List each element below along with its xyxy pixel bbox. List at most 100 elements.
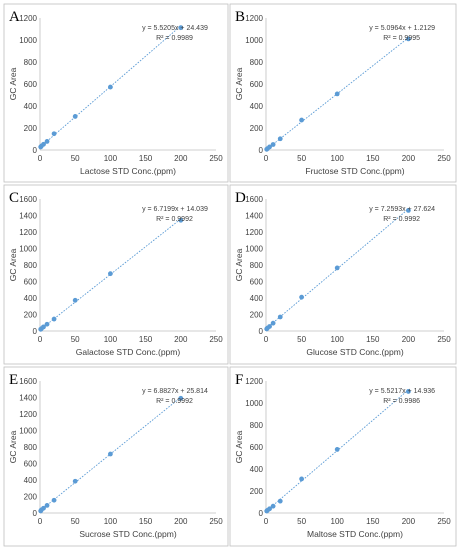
r-squared-label: R² = 0.9992 (156, 216, 193, 223)
y-tick-label: 800 (250, 58, 264, 67)
x-tick-label: 0 (38, 154, 43, 163)
data-point (270, 142, 276, 147)
trendline (39, 25, 182, 148)
y-tick-label: 400 (24, 476, 38, 485)
data-point (178, 217, 184, 223)
data-point (41, 505, 46, 511)
x-tick-label: 200 (402, 517, 416, 526)
y-axis-title: GC Area (8, 248, 18, 281)
y-tick-label: 1400 (245, 212, 263, 221)
x-tick-label: 250 (437, 335, 451, 344)
data-point (51, 131, 57, 137)
y-axis-title: GC Area (234, 248, 244, 281)
x-tick-label: 50 (71, 154, 80, 163)
panel-frame (3, 184, 229, 365)
y-tick-label: 400 (250, 465, 264, 474)
chart-panel-a: A 0 200 400 600 800 1000 1200 0 50 100 150 200 250 Lac… (3, 3, 229, 183)
y-tick-label: 1000 (245, 399, 263, 408)
x-tick-label: 200 (174, 154, 188, 163)
y-tick-label: 1000 (19, 245, 37, 254)
data-point (72, 114, 78, 119)
y-tick-label: 600 (250, 443, 264, 452)
y-tick-label: 1600 (245, 195, 263, 204)
panel-letter: E (9, 372, 18, 388)
y-tick-label: 200 (24, 311, 38, 320)
y-axis-title: GC Area (8, 67, 18, 100)
x-tick-label: 150 (366, 154, 380, 163)
trendline-equation: y = 7.2593x + 27.624 (369, 206, 435, 213)
y-tick-label: 800 (24, 261, 38, 270)
data-point (44, 321, 50, 327)
panel-letter: F (235, 372, 243, 388)
y-tick-label: 800 (24, 58, 38, 67)
x-tick-label: 50 (297, 517, 306, 526)
y-tick-label: 800 (250, 261, 264, 270)
r-squared-label: R² = 0.9986 (383, 398, 420, 405)
chart-panel-b: B 0 200 400 600 800 1000 1200 0 50 100 150 200 250 Fru… (229, 3, 457, 183)
x-tick-label: 250 (209, 335, 223, 344)
data-point (299, 117, 304, 123)
r-squared-label: R² = 0.9989 (156, 35, 193, 42)
y-tick-label: 1000 (19, 427, 37, 436)
x-tick-label: 200 (174, 517, 188, 526)
y-tick-label: 1000 (245, 245, 263, 254)
data-point (41, 141, 46, 147)
trendline-equation: y = 5.0964x + 1.2129 (369, 25, 435, 32)
x-tick-label: 250 (437, 154, 451, 163)
y-tick-label: 1000 (19, 36, 37, 45)
x-tick-label: 50 (71, 335, 80, 344)
data-point (267, 506, 272, 512)
x-tick-label: 200 (402, 154, 416, 163)
data-point (108, 271, 113, 277)
data-point (72, 297, 78, 303)
panel-frame (229, 3, 457, 183)
y-tick-label: 600 (24, 460, 38, 469)
x-tick-label: 50 (297, 335, 306, 344)
trendline-equation: y = 6.7199x + 14.039 (142, 206, 208, 213)
y-tick-label: 1200 (245, 14, 263, 23)
data-point (299, 476, 304, 482)
y-tick-label: 600 (24, 278, 38, 287)
data-point (178, 395, 184, 401)
y-tick-label: 1200 (19, 410, 37, 419)
panel-letter: D (235, 190, 246, 206)
panel-letter: C (9, 190, 19, 206)
y-tick-label: 1200 (245, 228, 263, 237)
x-tick-label: 150 (139, 154, 153, 163)
data-point (277, 136, 283, 142)
data-point (270, 503, 276, 509)
y-tick-label: 400 (24, 102, 38, 111)
panel-frame (3, 366, 229, 547)
x-tick-label: 100 (104, 154, 118, 163)
x-tick-label: 100 (331, 517, 345, 526)
r-squared-label: R² = 0.9995 (383, 35, 420, 42)
y-tick-label: 800 (250, 421, 264, 430)
x-tick-label: 200 (174, 335, 188, 344)
y-tick-label: 0 (259, 146, 264, 155)
x-tick-label: 250 (209, 154, 223, 163)
data-point (406, 207, 411, 213)
data-point (270, 320, 276, 326)
y-tick-label: 600 (250, 278, 264, 287)
x-axis-title: Galactose STD Conc.(ppm) (76, 347, 181, 357)
x-tick-label: 100 (104, 517, 118, 526)
x-axis-title: Sucrose STD Conc.(ppm) (79, 529, 176, 539)
data-point (406, 36, 411, 42)
y-tick-label: 0 (33, 509, 38, 518)
x-axis-title: Glucose STD Conc.(ppm) (306, 347, 403, 357)
chart-panel-e: E 0 200 400 600 800 1000 1200 1400 1600 0 50 100 150 2… (3, 366, 229, 547)
y-tick-label: 400 (250, 294, 264, 303)
data-point (51, 497, 57, 503)
x-axis-title: Fructose STD Conc.(ppm) (305, 166, 404, 176)
r-squared-label: R² = 0.9992 (383, 216, 420, 223)
data-point (44, 503, 50, 508)
r-squared-label: R² = 0.9992 (156, 398, 193, 405)
data-point (277, 314, 283, 320)
panel-frame (3, 3, 229, 183)
y-axis-title: GC Area (234, 430, 244, 463)
y-tick-label: 800 (24, 443, 38, 452)
x-tick-label: 0 (264, 517, 269, 526)
y-tick-label: 1200 (245, 377, 263, 386)
x-tick-label: 150 (366, 335, 380, 344)
